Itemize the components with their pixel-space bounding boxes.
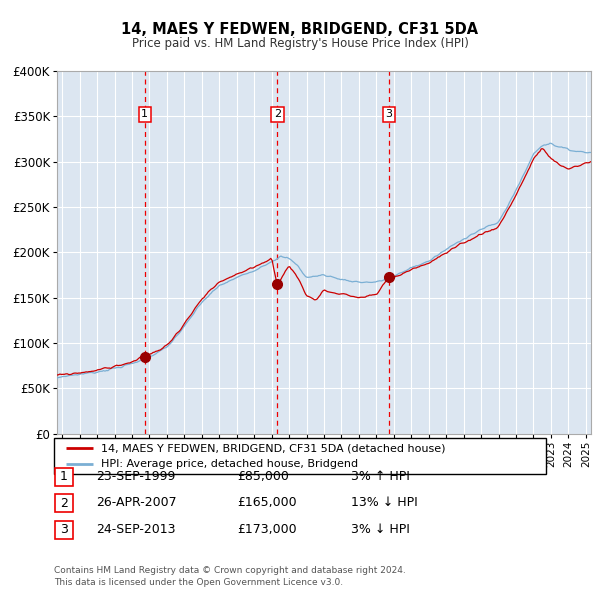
- Text: HPI: Average price, detached house, Bridgend: HPI: Average price, detached house, Brid…: [101, 460, 358, 470]
- Text: 23-SEP-1999: 23-SEP-1999: [96, 470, 175, 483]
- Text: £85,000: £85,000: [237, 470, 289, 483]
- Text: 3: 3: [60, 523, 68, 536]
- Text: 24-SEP-2013: 24-SEP-2013: [96, 523, 176, 536]
- Text: 14, MAES Y FEDWEN, BRIDGEND, CF31 5DA: 14, MAES Y FEDWEN, BRIDGEND, CF31 5DA: [121, 22, 479, 37]
- Text: 1: 1: [141, 109, 148, 119]
- Text: Price paid vs. HM Land Registry's House Price Index (HPI): Price paid vs. HM Land Registry's House …: [131, 37, 469, 50]
- Text: 3: 3: [386, 109, 392, 119]
- Text: 26-APR-2007: 26-APR-2007: [96, 496, 176, 509]
- Text: 3% ↓ HPI: 3% ↓ HPI: [351, 523, 410, 536]
- Text: 3% ↑ HPI: 3% ↑ HPI: [351, 470, 410, 483]
- Text: 14, MAES Y FEDWEN, BRIDGEND, CF31 5DA (detached house): 14, MAES Y FEDWEN, BRIDGEND, CF31 5DA (d…: [101, 443, 445, 453]
- Text: Contains HM Land Registry data © Crown copyright and database right 2024.
This d: Contains HM Land Registry data © Crown c…: [54, 566, 406, 587]
- Text: £165,000: £165,000: [237, 496, 296, 509]
- Text: 1: 1: [60, 470, 68, 483]
- Text: 13% ↓ HPI: 13% ↓ HPI: [351, 496, 418, 509]
- Text: £173,000: £173,000: [237, 523, 296, 536]
- Text: 2: 2: [60, 497, 68, 510]
- Text: 2: 2: [274, 109, 281, 119]
